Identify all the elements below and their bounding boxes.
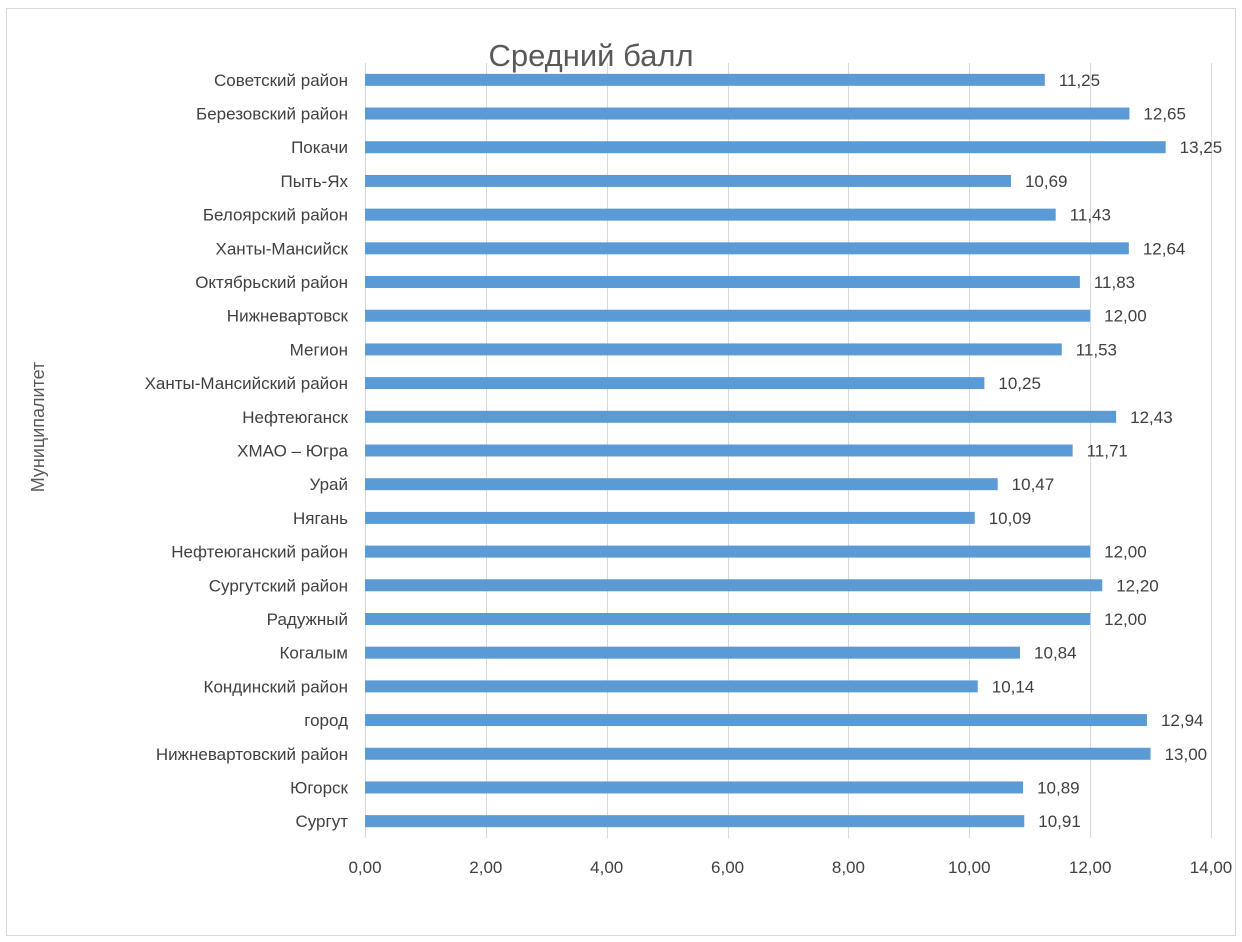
x-tick-label: 12,00 (1069, 858, 1112, 877)
data-label: 12,43 (1130, 408, 1173, 427)
data-label: 10,47 (1012, 475, 1055, 494)
x-tick-labels: 0,00 2,00 4,00 6,00 8,00 10,00 12,00 14,00 (348, 858, 1232, 877)
data-label: 10,14 (992, 677, 1035, 696)
bar (365, 579, 1103, 592)
data-label: 12,00 (1104, 543, 1147, 562)
bar-chart: Советский район Березовский район Покачи Пы… (28, 38, 1232, 877)
category-label: Сургут (295, 812, 348, 831)
bar (365, 242, 1129, 255)
category-label: Белоярский район (203, 206, 348, 225)
data-label: 12,64 (1143, 239, 1186, 258)
bar (365, 174, 1011, 187)
data-label: 10,09 (989, 509, 1032, 528)
category-label: Урай (310, 475, 348, 494)
category-label: Покачи (291, 138, 348, 157)
category-label: Советский район (214, 71, 348, 90)
category-label: Ханты-Мансийск (216, 239, 349, 258)
category-label: город (304, 711, 348, 730)
bar (365, 276, 1080, 289)
x-tick-label: 14,00 (1190, 858, 1233, 877)
data-label: 10,84 (1034, 644, 1077, 663)
bar (365, 714, 1147, 727)
data-label: 12,00 (1104, 307, 1147, 326)
bar (365, 309, 1091, 322)
bar (365, 208, 1056, 221)
data-label: 11,83 (1094, 273, 1135, 292)
bar (365, 612, 1091, 625)
bar (365, 646, 1021, 659)
bar (365, 410, 1117, 423)
x-tick-label: 2,00 (469, 858, 502, 877)
category-label: Нефтеюганский район (171, 543, 348, 562)
y-axis-title: Муниципалитет (28, 362, 48, 493)
data-label: 12,20 (1116, 576, 1159, 595)
data-label: 10,25 (998, 374, 1041, 393)
data-label: 11,43 (1070, 206, 1111, 225)
category-label: Радужный (267, 610, 348, 629)
data-label: 13,25 (1180, 138, 1223, 157)
category-label: Нефтеюганск (242, 408, 348, 427)
data-label: 10,91 (1038, 812, 1081, 831)
data-label: 10,69 (1025, 172, 1068, 191)
data-label: 12,94 (1161, 711, 1204, 730)
bar (365, 478, 998, 491)
category-label: Октябрьский район (195, 273, 348, 292)
category-label: Кондинский район (204, 677, 348, 696)
category-label: Пыть-Ях (280, 172, 348, 191)
chart-area: Советский район Березовский район Покачи Пы… (6, 8, 1236, 936)
category-label: Нягань (293, 509, 348, 528)
bar (365, 781, 1024, 794)
x-tick-label: 8,00 (832, 858, 865, 877)
category-label: Ханты-Мансийский район (145, 374, 348, 393)
x-tick-label: 4,00 (590, 858, 623, 877)
data-label: 11,71 (1087, 442, 1128, 461)
chart-title: Средний балл (488, 38, 693, 73)
data-label: 10,89 (1037, 778, 1080, 797)
category-label: ХМАО – Югра (237, 442, 348, 461)
bar (365, 511, 975, 524)
category-label: Югорск (290, 778, 348, 797)
category-label: Сургутский район (209, 576, 348, 595)
data-label: 12,65 (1143, 105, 1186, 124)
bar (365, 377, 985, 390)
bar (365, 545, 1091, 558)
category-label: Березовский район (196, 105, 348, 124)
bar (365, 444, 1073, 457)
bar (365, 343, 1062, 356)
bar (365, 680, 978, 693)
category-label: Мегион (290, 340, 348, 359)
data-label: 12,00 (1104, 610, 1147, 629)
bars (365, 73, 1166, 828)
bar (365, 141, 1166, 154)
x-tick-label: 0,00 (348, 858, 381, 877)
x-tick-label: 10,00 (948, 858, 991, 877)
bar (365, 815, 1025, 828)
category-label: Нижневартовск (227, 307, 349, 326)
category-labels: Советский район Березовский район Покачи Пы… (145, 71, 349, 831)
x-tick-label: 6,00 (711, 858, 744, 877)
data-label: 13,00 (1165, 745, 1208, 764)
bar (365, 747, 1151, 760)
data-label: 11,53 (1076, 340, 1117, 359)
category-label: Нижневартовский район (156, 745, 348, 764)
bar (365, 73, 1045, 86)
data-label: 11,25 (1059, 71, 1100, 90)
bar (365, 107, 1130, 120)
category-label: Когалым (280, 644, 348, 663)
